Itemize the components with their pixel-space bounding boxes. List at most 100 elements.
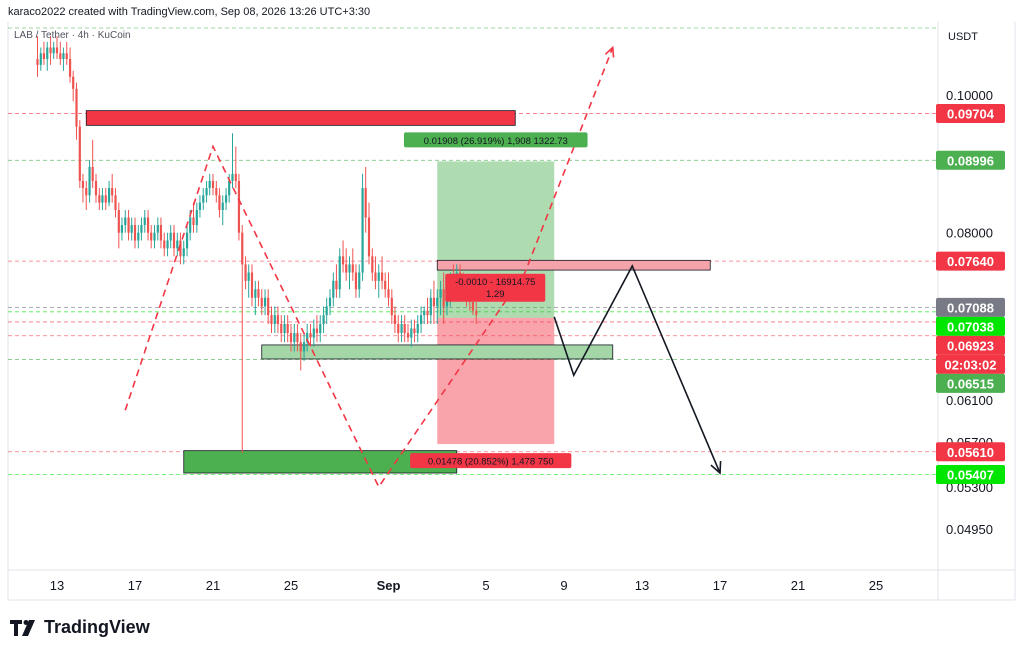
candle-body [367,217,371,257]
candle-body [293,333,296,343]
position-tool[interactable] [437,161,555,445]
candle-body [306,333,309,343]
candle-body [169,232,172,241]
price-tick-label[interactable]: 0.06100 [946,393,993,408]
time-tick-label[interactable]: 25 [284,578,298,593]
candle-body [358,272,361,290]
candle-body [62,53,65,60]
time-tick-label[interactable]: 5 [482,578,489,593]
dashed-projection-path[interactable] [124,47,614,489]
candle-body [283,324,286,334]
candle-body [192,217,195,226]
price-badge-label: 0.09704 [947,107,995,122]
position-stop-area[interactable] [437,317,555,445]
price-badge [936,297,1005,317]
price-axis[interactable]: 0.100000.080000.061000.057000.053000.049… [946,88,993,537]
price-badge [936,104,1005,124]
candle-body [416,324,419,334]
candle-body [98,195,101,203]
zones[interactable] [85,110,711,474]
time-tick-label[interactable]: 9 [560,578,567,593]
candle-body [176,240,179,249]
candle-body [413,328,416,334]
candle-body [426,310,429,316]
candle-body [371,256,374,273]
candle-body [270,315,273,325]
time-tick-label[interactable]: 17 [713,578,727,593]
candle-body [72,76,75,89]
stop-label-bg [410,453,572,469]
candle-body [289,333,293,343]
candle-body [234,173,237,181]
candle-body [319,324,322,334]
price-tick-label[interactable]: 0.10000 [946,88,993,103]
candle-body [286,324,289,334]
time-axis[interactable]: 13 17 21 25 Sep 5 9 13 17 21 25 [50,578,883,593]
candle-body [189,217,192,233]
candle-body [85,188,88,196]
tradingview-logo-icon [10,619,35,636]
brand[interactable]: TradingView [10,617,150,638]
candle-body [202,195,205,203]
symbol-title[interactable]: LAB / Tether · 4h · KuCoin [14,30,131,41]
candle-body [345,264,348,273]
candle-body [143,217,146,226]
candle-body [315,328,319,334]
candle-body [224,195,228,203]
candle-body [364,188,367,218]
price-tick-label[interactable]: 0.08000 [946,226,993,241]
candle-body [208,180,211,189]
price-badge-label: 02:03:02 [944,357,996,372]
time-tick-label[interactable]: 25 [869,578,883,593]
candle-body [338,256,341,290]
dashed-arrow-head [604,45,615,58]
candle-body [471,302,475,311]
candle-body [280,324,283,334]
projections[interactable] [124,45,722,489]
currency-label[interactable]: USDT [948,31,978,43]
candle-body [49,47,52,54]
candle-body [130,225,133,233]
candle-body [299,342,302,352]
price-badge [936,335,1005,355]
time-tick-label[interactable]: 17 [128,578,142,593]
brand-name: TradingView [44,617,150,637]
candle-body [179,240,182,257]
candle-body [374,272,377,281]
resistance-zone[interactable] [436,259,711,271]
candle-body [276,315,280,325]
time-tick-label[interactable]: 21 [206,578,220,593]
candle-body [348,264,351,273]
candle-body [65,53,68,60]
price-tick-label[interactable]: 0.04950 [946,522,993,537]
candle-body [153,232,156,241]
candle-body [403,324,406,334]
candle-body [91,166,94,181]
stop-label: 0.01478 (20.852%) 1,478 750 [428,457,554,468]
demand-zone[interactable] [261,344,614,360]
candle-body [328,297,332,307]
candle-body [88,166,91,196]
candle-body [46,47,49,60]
candle-body [114,195,117,210]
candle-body [36,59,39,65]
target-label-bg [403,132,588,148]
price-badge-label: 0.07640 [947,254,994,269]
time-tick-label[interactable]: Sep [377,578,401,593]
candle-body [221,202,224,210]
candle-body [429,297,432,316]
price-badge [936,373,1005,393]
price-badge-label: 0.05610 [947,445,994,460]
time-tick-label[interactable]: 13 [50,578,64,593]
candle-body [247,272,250,281]
supply-zone[interactable] [85,110,516,126]
candle-body [351,264,354,273]
candle-body [273,315,276,325]
time-tick-label[interactable]: 21 [791,578,805,593]
candle-body [442,289,445,307]
solid-projection-path[interactable] [553,264,721,474]
time-tick-label[interactable]: 13 [635,578,649,593]
price-badge [936,150,1005,170]
candle-body [439,289,442,298]
